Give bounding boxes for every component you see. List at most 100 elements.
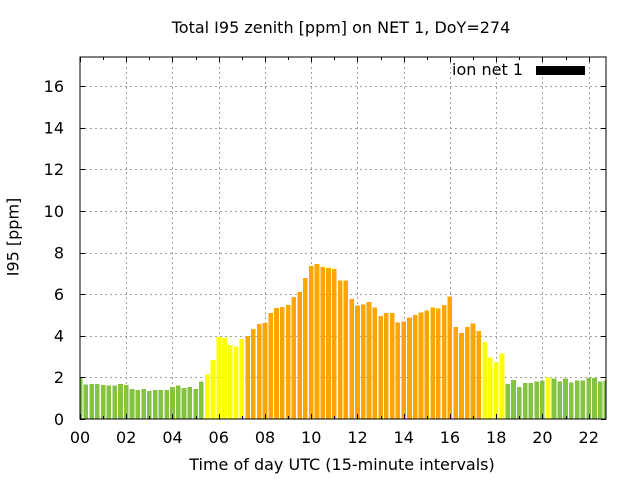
bar bbox=[407, 317, 412, 419]
bar bbox=[308, 265, 314, 419]
legend-label: ion net 1 bbox=[452, 60, 523, 79]
bar bbox=[135, 389, 141, 419]
bar bbox=[574, 380, 580, 419]
bar bbox=[141, 388, 146, 419]
y-tick-label: 10 bbox=[44, 202, 64, 221]
x-tick-label: 18 bbox=[486, 428, 506, 447]
bar bbox=[557, 381, 563, 419]
bar bbox=[343, 280, 349, 419]
bar bbox=[175, 385, 181, 419]
y-tick-label: 0 bbox=[54, 410, 64, 429]
bar bbox=[268, 312, 274, 419]
bar bbox=[164, 389, 170, 419]
x-tick-label: 12 bbox=[347, 428, 367, 447]
bar bbox=[372, 307, 378, 419]
bar bbox=[511, 379, 516, 419]
bar bbox=[355, 305, 360, 419]
bar bbox=[80, 377, 83, 419]
bar bbox=[181, 387, 187, 419]
bar bbox=[199, 381, 204, 419]
bar bbox=[239, 338, 245, 419]
bar bbox=[152, 389, 158, 419]
y-tick-label: 14 bbox=[44, 119, 64, 138]
bar bbox=[412, 314, 418, 419]
bar bbox=[297, 291, 302, 419]
bar bbox=[106, 385, 112, 419]
bar bbox=[187, 386, 193, 419]
bar bbox=[118, 384, 123, 419]
bar bbox=[95, 384, 100, 419]
bar bbox=[459, 332, 464, 419]
bar bbox=[569, 382, 574, 419]
bar bbox=[447, 296, 453, 419]
legend-swatch bbox=[536, 66, 585, 75]
x-tick-labels: 00 02 04 06 08 10 12 14 16 18 20 22 bbox=[70, 428, 599, 447]
plot-frame bbox=[79, 56, 607, 420]
bar bbox=[493, 362, 499, 419]
bar bbox=[378, 316, 383, 419]
bar bbox=[291, 296, 297, 419]
bar bbox=[204, 374, 210, 419]
bar bbox=[326, 267, 331, 419]
bar bbox=[216, 337, 222, 419]
bar bbox=[522, 382, 528, 419]
bar bbox=[470, 323, 476, 419]
x-tick-label: 00 bbox=[70, 428, 90, 447]
y-tick-label: 2 bbox=[54, 368, 64, 387]
bar bbox=[262, 322, 268, 419]
bar bbox=[592, 377, 597, 419]
bar bbox=[147, 390, 152, 419]
bar bbox=[170, 386, 175, 419]
bar bbox=[563, 378, 568, 419]
x-tick-label: 16 bbox=[440, 428, 460, 447]
bar bbox=[488, 357, 493, 419]
bar bbox=[332, 269, 337, 419]
x-tick-label: 14 bbox=[394, 428, 414, 447]
grid bbox=[80, 57, 606, 419]
bar bbox=[482, 341, 487, 419]
bar bbox=[337, 280, 343, 419]
x-tick-label: 10 bbox=[301, 428, 321, 447]
y-tick-labels: 0 2 4 6 8 10 12 14 16 bbox=[44, 77, 64, 429]
bar bbox=[384, 312, 389, 419]
bar bbox=[436, 308, 441, 419]
x-tick-label: 08 bbox=[255, 428, 275, 447]
bar bbox=[349, 298, 354, 419]
bars bbox=[80, 264, 606, 419]
bar bbox=[158, 389, 164, 419]
bar bbox=[366, 301, 372, 419]
bar bbox=[256, 323, 262, 419]
bar bbox=[580, 380, 586, 419]
y-tick-label: 12 bbox=[44, 160, 64, 179]
x-tick-label: 02 bbox=[116, 428, 136, 447]
bar bbox=[516, 386, 522, 419]
bar bbox=[551, 378, 557, 419]
bar bbox=[83, 384, 89, 419]
x-tick-label: 20 bbox=[532, 428, 552, 447]
bar bbox=[389, 312, 395, 419]
x-tick-label: 22 bbox=[579, 428, 599, 447]
bar bbox=[545, 377, 551, 419]
bar bbox=[430, 307, 435, 419]
x-tick-label: 06 bbox=[209, 428, 229, 447]
bar bbox=[499, 353, 505, 419]
y-tick-label: 8 bbox=[54, 243, 64, 262]
bar bbox=[597, 381, 603, 419]
bar bbox=[534, 381, 539, 419]
bar bbox=[505, 383, 511, 419]
y-tick-label: 4 bbox=[54, 327, 64, 346]
bar bbox=[603, 380, 606, 419]
bar bbox=[418, 312, 424, 419]
bar bbox=[441, 304, 447, 419]
bar bbox=[193, 388, 198, 419]
bar bbox=[245, 335, 250, 419]
bar bbox=[222, 338, 227, 419]
y-tick-label: 16 bbox=[44, 77, 64, 96]
bar bbox=[89, 384, 94, 419]
bar bbox=[453, 326, 459, 419]
chart-title: Total I95 zenith [ppm] on NET 1, DoY=274 bbox=[171, 18, 511, 37]
bar bbox=[464, 326, 470, 419]
bar bbox=[227, 344, 233, 419]
bar bbox=[274, 307, 279, 419]
